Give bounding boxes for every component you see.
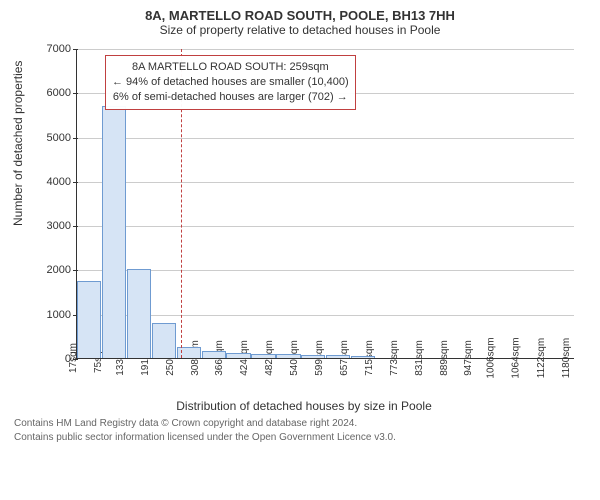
- grid-line: [77, 182, 574, 183]
- annotation-line-1: 8A MARTELLO ROAD SOUTH: 259sqm: [112, 60, 349, 75]
- histogram-bar: [251, 354, 275, 358]
- y-tick-label: 2000: [37, 264, 77, 276]
- y-tick-label: 6000: [37, 87, 77, 99]
- histogram-bar: [276, 354, 300, 358]
- x-tick-label: 1006sqm: [480, 337, 497, 378]
- x-tick-label: 1122sqm: [530, 338, 547, 378]
- x-tick-label: 308sqm: [184, 340, 201, 376]
- chart-container: Number of detached properties 8A MARTELL…: [24, 41, 584, 411]
- grid-line: [77, 270, 574, 271]
- annotation-line-2: ← 94% of detached houses are smaller (10…: [112, 75, 349, 90]
- grid-line: [77, 315, 574, 316]
- credits-block: Contains HM Land Registry data © Crown c…: [0, 411, 600, 444]
- credits-line-2: Contains public sector information licen…: [14, 431, 586, 445]
- x-tick-label: 424sqm: [234, 340, 251, 376]
- histogram-bar: [351, 356, 375, 358]
- plot-area: 8A MARTELLO ROAD SOUTH: 259sqm ← 94% of …: [76, 49, 574, 359]
- y-tick-label: 5000: [37, 132, 77, 144]
- histogram-bar: [102, 106, 126, 358]
- annotation-line-3: 6% of semi-detached houses are larger (7…: [112, 90, 349, 105]
- y-tick-label: 1000: [37, 309, 77, 321]
- histogram-bar: [152, 323, 176, 358]
- x-tick-label: 1180sqm: [555, 338, 572, 378]
- histogram-bar: [226, 353, 250, 358]
- x-tick-label: 599sqm: [308, 340, 325, 376]
- grid-line: [77, 49, 574, 50]
- histogram-bar: [301, 355, 325, 358]
- y-axis-label: Number of detached properties: [11, 61, 25, 226]
- histogram-bar: [202, 351, 226, 358]
- annotation-box: 8A MARTELLO ROAD SOUTH: 259sqm ← 94% of …: [105, 55, 356, 110]
- grid-line: [77, 138, 574, 139]
- histogram-bar: [326, 355, 350, 358]
- grid-line: [77, 226, 574, 227]
- chart-title: 8A, MARTELLO ROAD SOUTH, POOLE, BH13 7HH: [0, 0, 600, 23]
- y-tick-label: 3000: [37, 220, 77, 232]
- histogram-bar: [127, 269, 151, 358]
- credits-line-1: Contains HM Land Registry data © Crown c…: [14, 417, 586, 431]
- y-tick-label: 4000: [37, 176, 77, 188]
- x-tick-label: 947sqm: [458, 340, 475, 376]
- x-tick-label: 657sqm: [333, 340, 350, 376]
- x-tick-label: 889sqm: [433, 340, 450, 376]
- histogram-bar: [77, 281, 101, 359]
- x-tick-label: 715sqm: [358, 340, 375, 376]
- x-tick-label: 540sqm: [283, 340, 300, 376]
- x-tick-label: 831sqm: [408, 340, 425, 376]
- chart-subtitle: Size of property relative to detached ho…: [0, 23, 600, 41]
- y-tick-label: 7000: [37, 43, 77, 55]
- x-tick-label: 773sqm: [383, 340, 400, 376]
- x-tick-label: 482sqm: [258, 340, 275, 376]
- x-tick-label: 366sqm: [209, 340, 226, 376]
- x-axis-label: Distribution of detached houses by size …: [24, 399, 584, 413]
- x-tick-label: 1064sqm: [505, 337, 522, 378]
